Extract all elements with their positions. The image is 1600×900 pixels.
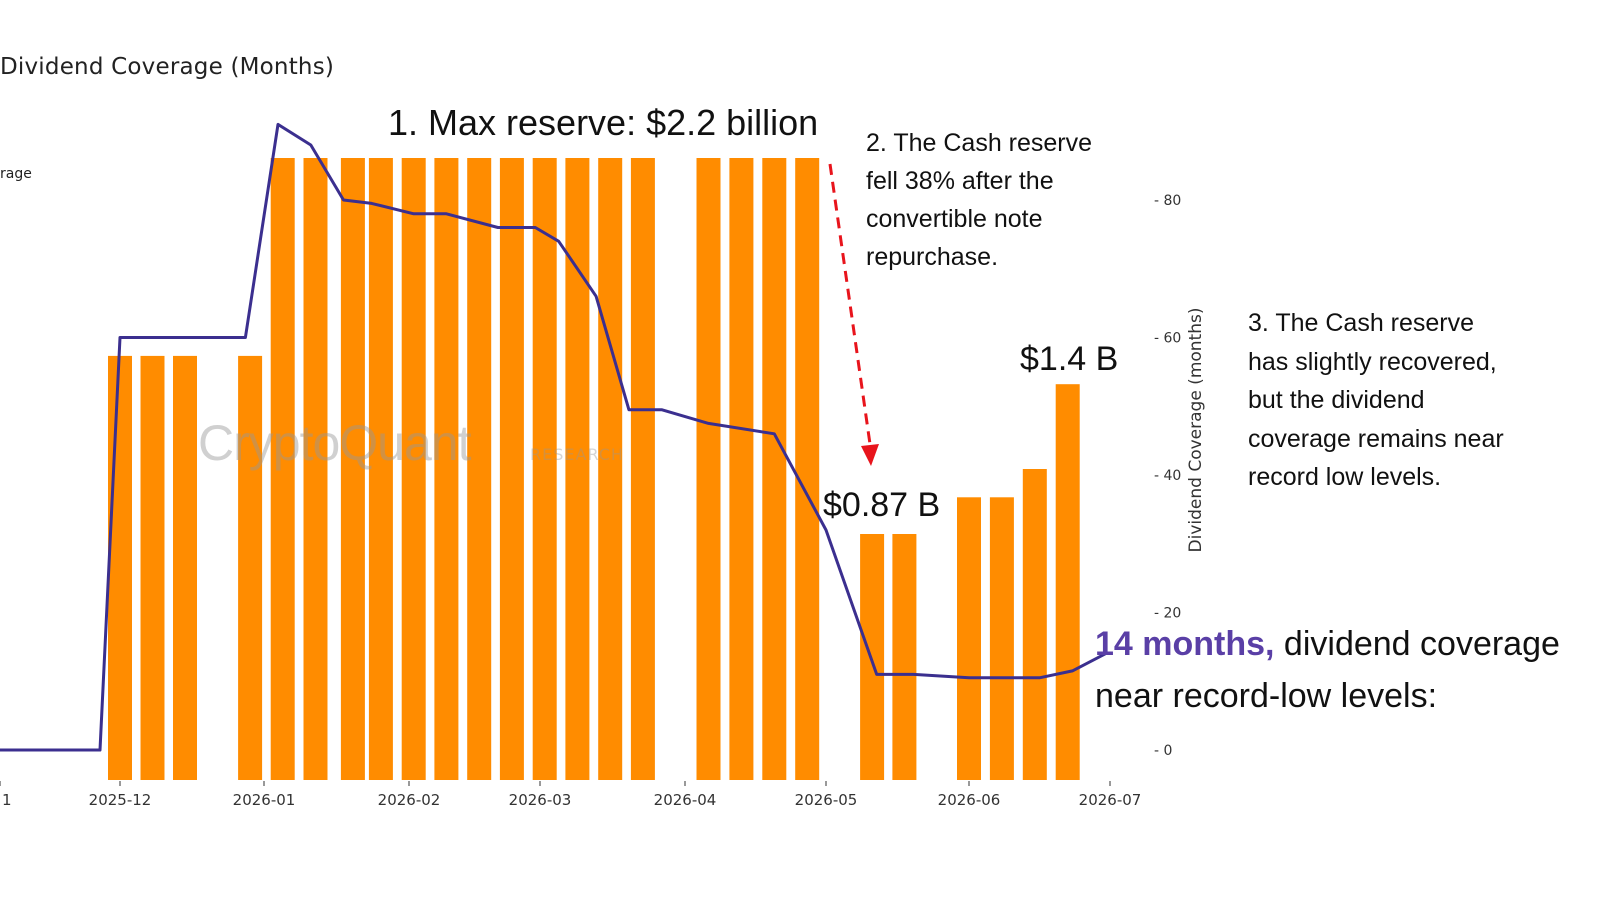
- bar-series: [108, 158, 1080, 780]
- bar-6: [340, 158, 365, 780]
- y-tick-label-3: - 60: [1154, 331, 1181, 347]
- annotation-recovered: 3. The Cash reserve has slightly recover…: [1248, 309, 1504, 491]
- bar-0: [108, 355, 132, 780]
- bar-1: [140, 355, 165, 780]
- bar-11: [499, 158, 524, 780]
- annotation-max-reserve: 1. Max reserve: $2.2 billion: [388, 102, 819, 143]
- annotation-cash-fell: 2. The Cash reserve fell 38% after the c…: [866, 129, 1093, 271]
- x-tick-label-1: 2025-12: [89, 791, 152, 809]
- bar-19: [795, 158, 820, 780]
- bar-17: [729, 158, 754, 780]
- bar-7: [368, 158, 393, 780]
- value-label-14: $1.4 B: [1020, 340, 1119, 378]
- x-tick-label-0: 1: [2, 791, 12, 809]
- bar-15: [630, 158, 655, 780]
- bar-18: [762, 158, 787, 780]
- x-tick-label-2: 2026-01: [233, 791, 296, 809]
- arrow-head: [861, 444, 879, 466]
- x-tick-label-6: 2026-05: [795, 791, 858, 809]
- bar-10: [467, 158, 492, 780]
- arrow-line: [828, 163, 872, 445]
- x-axis: 1 2025-12 2026-01 2026-02 2026-03 2026-04 2026…: [0, 781, 1141, 809]
- line-series: [0, 122, 1106, 752]
- x-tick-label-8: 2026-07: [1079, 791, 1142, 809]
- bar-5: [303, 158, 328, 780]
- bar-13: [565, 158, 590, 780]
- x-tick-label-5: 2026-04: [654, 791, 717, 809]
- x-tick-label-3: 2026-02: [378, 791, 441, 809]
- watermark-brand: CryptoQuant: [198, 415, 471, 471]
- bar-4: [270, 158, 295, 780]
- x-tick-label-4: 2026-03: [509, 791, 572, 809]
- y-tick-label-2: - 40: [1154, 468, 1181, 484]
- legend-label-fragment: rage: [0, 166, 32, 182]
- right-axis-label: Dividend Coverage (months): [1186, 307, 1206, 553]
- y-tick-label-4: - 80: [1154, 193, 1181, 209]
- annotation-record-low-highlight: 14 months,: [1095, 625, 1275, 663]
- annotation-record-low: 14 months, dividend coverage near record…: [1095, 618, 1595, 722]
- bar-22: [957, 497, 981, 780]
- y-tick-label-0: - 0: [1154, 743, 1172, 759]
- bar-21: [892, 534, 917, 780]
- bar-3: [238, 355, 263, 780]
- arrow-annotation: [828, 163, 879, 466]
- bar-24: [1022, 469, 1047, 780]
- bar-23: [989, 497, 1014, 780]
- watermark-sub: RESEARCH: [530, 445, 624, 464]
- bar-8: [401, 158, 426, 780]
- chart-title: Dividend Coverage (Months): [0, 54, 335, 80]
- bar-14: [598, 158, 623, 780]
- value-label-087: $0.87 B: [823, 486, 941, 524]
- bar-2: [173, 355, 197, 780]
- right-y-axis: - 0 - 20 - 40 - 60 - 80: [1154, 193, 1181, 759]
- bar-16: [696, 158, 721, 780]
- coverage-line: [0, 122, 1106, 752]
- bar-25: [1055, 384, 1080, 780]
- bar-12: [532, 158, 557, 780]
- x-tick-label-7: 2026-06: [938, 791, 1001, 809]
- annotation-record-low-text: dividend coverage near record-low levels…: [1095, 625, 1560, 715]
- bar-9: [434, 158, 459, 780]
- y-tick-label-1: - 20: [1154, 606, 1181, 622]
